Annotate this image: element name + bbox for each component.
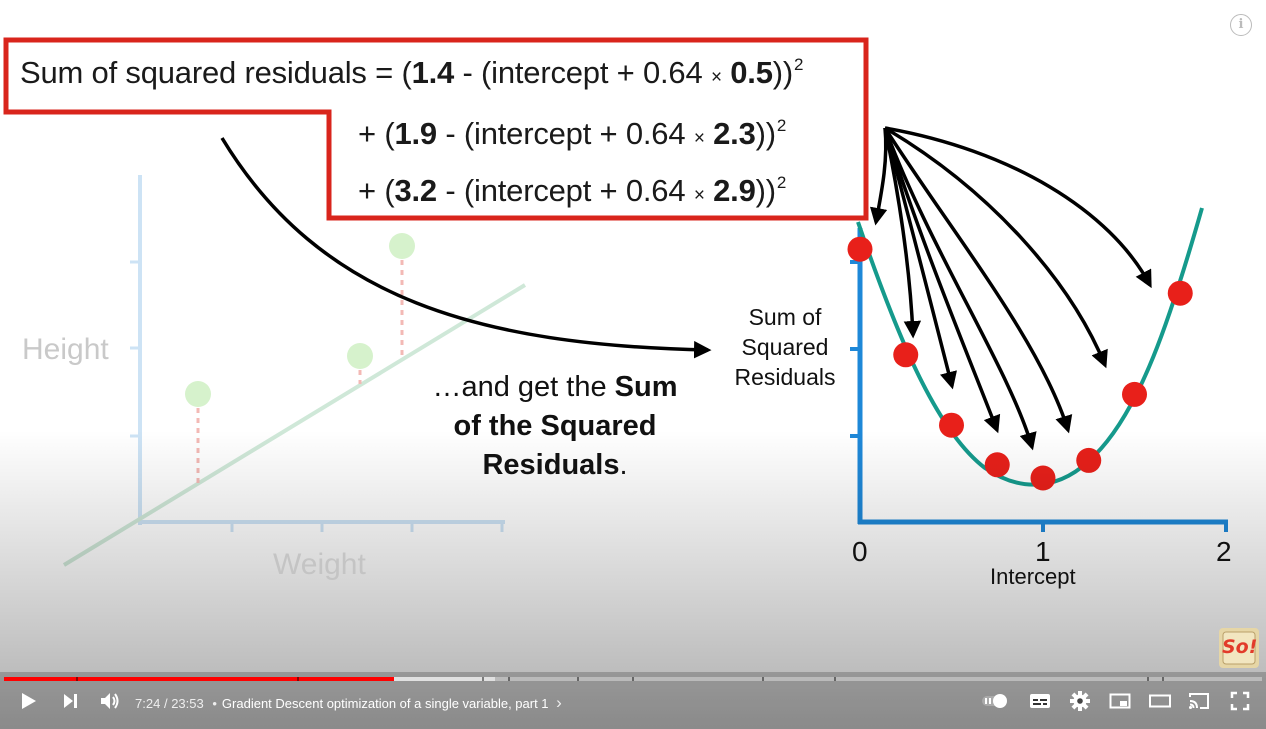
subtitles-icon (1030, 694, 1050, 708)
autoplay-toggle[interactable] (981, 688, 1009, 714)
chapter-marker (76, 677, 78, 681)
fullscreen-icon (1230, 691, 1250, 711)
miniplayer-icon (1109, 693, 1131, 709)
play-button[interactable] (14, 688, 42, 714)
chapter-marker (762, 677, 764, 681)
right-chart-xlabel: Intercept (990, 564, 1076, 589)
next-button[interactable] (56, 688, 84, 714)
arrows (220, 126, 1152, 451)
chapter-marker (632, 677, 634, 681)
chapter-marker (482, 677, 484, 681)
bullet: • (212, 696, 217, 711)
settings-icon (1070, 691, 1090, 711)
chapter-marker (297, 677, 299, 681)
theater-icon (1149, 694, 1171, 708)
autoplay-toggle-icon (982, 694, 1007, 708)
channel-logo[interactable]: So! (1219, 628, 1259, 668)
chapter-marker (1162, 677, 1164, 681)
cast-icon (1189, 693, 1209, 709)
progress-played (4, 677, 394, 681)
volume-button[interactable] (96, 688, 124, 714)
info-icon[interactable]: i (1230, 14, 1252, 36)
x-tick-0: 0 (852, 536, 868, 567)
progress-bar[interactable] (4, 677, 1262, 681)
player-controls: 7:24 / 23:53 • Gradient Descent optimizat… (0, 672, 1266, 729)
left-chart-ylabel: Height (22, 333, 109, 366)
fullscreen-button[interactable] (1227, 688, 1253, 714)
miniplayer-button[interactable] (1107, 688, 1133, 714)
equation-line-2: + (1.9 - (intercept + 0.64 × 2.3))2 (358, 116, 787, 151)
chevron-right-icon[interactable]: › (556, 693, 562, 712)
time-current: 7:24 (135, 696, 161, 711)
time-separator: / (163, 696, 168, 711)
volume-icon (101, 693, 119, 709)
theater-mode-button[interactable] (1147, 688, 1173, 714)
chapter-marker (1147, 677, 1149, 681)
x-tick-1: 1 (1035, 536, 1051, 567)
equation-box (3, 37, 869, 221)
equation-line-3: + (3.2 - (intercept + 0.64 × 2.9))2 (358, 173, 787, 208)
slide-caption: …and get the Sum of the Squared Residuals. (432, 371, 678, 481)
equation-line-1: Sum of squared residuals = (1.4 - (inter… (20, 55, 804, 90)
sse-point (893, 342, 919, 368)
chapter-marker (834, 677, 836, 681)
time-and-chapter: 7:24 / 23:53 • Gradient Descent optimizat… (135, 693, 562, 713)
cast-button[interactable] (1186, 688, 1212, 714)
subtitles-button[interactable] (1027, 688, 1053, 714)
chapter-marker (577, 677, 579, 681)
settings-button[interactable] (1067, 688, 1093, 714)
chapter-marker (508, 677, 510, 681)
play-icon (22, 693, 36, 709)
sse-point (847, 236, 873, 262)
right-chart-ylabel: Sum of Squared Residuals (734, 304, 836, 390)
time-total: 23:53 (171, 696, 204, 711)
chapter-title[interactable]: Gradient Descent optimization of a singl… (221, 696, 549, 711)
left-chart-xlabel: Weight (273, 548, 366, 581)
sse-point (1122, 381, 1147, 407)
next-icon (64, 694, 77, 708)
sse-point (1167, 280, 1193, 306)
x-tick-2: 2 (1216, 536, 1232, 567)
channel-logo-text: So! (1222, 636, 1258, 658)
